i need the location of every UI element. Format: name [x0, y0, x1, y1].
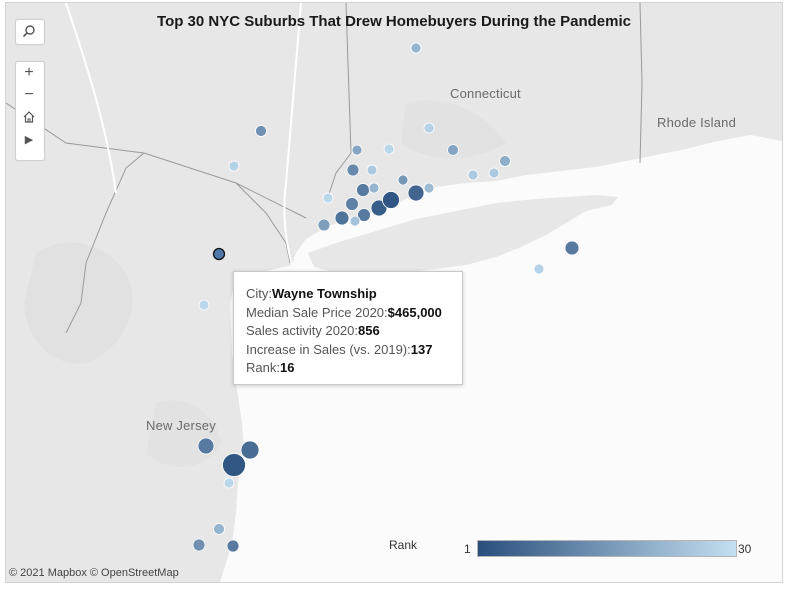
city-marker[interactable] — [356, 183, 370, 197]
city-marker[interactable] — [192, 538, 206, 552]
city-marker[interactable] — [407, 184, 425, 202]
tooltip-rank-label: Rank: — [246, 360, 280, 375]
label-rhode-island: Rhode Island — [657, 115, 737, 130]
zoom-out-button[interactable]: − — [24, 86, 34, 103]
city-marker[interactable] — [397, 174, 409, 186]
city-marker[interactable] — [488, 167, 500, 179]
city-marker[interactable] — [410, 42, 422, 54]
city-marker[interactable] — [383, 143, 395, 155]
search-icon[interactable] — [16, 20, 42, 42]
city-marker[interactable] — [334, 210, 350, 226]
city-marker[interactable] — [357, 208, 371, 222]
map-viewport[interactable]: Top 30 NYC Suburbs That Drew Homebuyers … — [5, 2, 783, 583]
city-marker[interactable] — [198, 299, 210, 311]
tooltip-price-row: Median Sale Price 2020:$465,000 — [246, 304, 462, 323]
legend-color-ramp — [477, 540, 737, 557]
map-canvas[interactable] — [6, 3, 782, 582]
city-marker[interactable] — [370, 199, 388, 217]
tooltip-rank-value: 16 — [279, 360, 295, 375]
city-marker[interactable] — [564, 240, 580, 256]
chart-title: Top 30 NYC Suburbs That Drew Homebuyers … — [157, 13, 631, 30]
city-marker[interactable] — [366, 164, 378, 176]
zoom-in-button[interactable]: + — [24, 64, 34, 81]
label-new-jersey: New Jersey — [146, 418, 216, 433]
city-marker[interactable] — [423, 122, 435, 134]
city-marker[interactable] — [226, 539, 240, 553]
city-marker[interactable] — [533, 263, 545, 275]
tooltip-increase-label: Increase in Sales (vs. 2019): — [246, 341, 411, 357]
city-marker[interactable] — [228, 160, 240, 172]
tooltip-city-label: City: — [246, 286, 272, 301]
home-icon[interactable] — [16, 106, 42, 128]
city-marker[interactable] — [351, 144, 363, 156]
tooltip-city-row: City:Wayne Township — [246, 285, 462, 304]
city-marker[interactable] — [349, 215, 361, 227]
city-marker[interactable] — [467, 169, 479, 181]
city-marker[interactable] — [317, 218, 331, 232]
city-marker[interactable] — [240, 440, 260, 460]
city-marker[interactable] — [499, 155, 511, 167]
state-borders — [6, 3, 643, 334]
city-markers[interactable] — [192, 42, 580, 553]
tooltip-increase-value: 137 — [410, 341, 433, 357]
city-marker[interactable] — [322, 192, 334, 204]
tooltip-sales-value: 856 — [358, 323, 380, 338]
tooltip-sales-row: Sales activity 2020:856 — [246, 322, 462, 341]
land-layer — [6, 3, 782, 582]
selected-city-marker[interactable] — [212, 247, 226, 261]
city-marker[interactable] — [382, 191, 400, 209]
tooltip-price-label: Median Sale Price 2020: — [246, 304, 388, 320]
pan-arrow-button[interactable]: ▶ — [24, 133, 34, 146]
city-marker[interactable] — [197, 437, 215, 455]
city-marker[interactable] — [423, 182, 435, 194]
tooltip-price-value: $465,000 — [387, 304, 442, 320]
legend-title: Rank — [389, 538, 418, 552]
city-marker[interactable] — [255, 125, 267, 137]
city-marker[interactable] — [346, 163, 360, 177]
map-zoom-controls: + − ▶ — [15, 61, 45, 161]
map-search-control[interactable] — [15, 19, 45, 45]
tooltip-city-value: Wayne Township — [272, 286, 377, 301]
city-marker[interactable] — [223, 477, 235, 489]
city-marker[interactable] — [345, 197, 359, 211]
rivers — [65, 3, 302, 266]
city-tooltip: City:Wayne Township Median Sale Price 20… — [233, 271, 463, 385]
city-marker[interactable] — [222, 453, 246, 477]
city-marker[interactable] — [447, 144, 459, 156]
label-connecticut: Connecticut — [450, 86, 521, 101]
tooltip-sales-label: Sales activity 2020: — [246, 323, 359, 338]
tooltip-rank-row: Rank:16 — [246, 359, 462, 378]
city-marker[interactable] — [368, 182, 380, 194]
map-attribution[interactable]: © 2021 Mapbox © OpenStreetMap — [9, 567, 179, 579]
legend-min: 1 — [464, 542, 471, 556]
city-marker[interactable] — [213, 523, 225, 535]
legend-max: 30 — [738, 542, 752, 556]
tooltip-increase-row: Increase in Sales (vs. 2019):137 — [246, 341, 462, 360]
